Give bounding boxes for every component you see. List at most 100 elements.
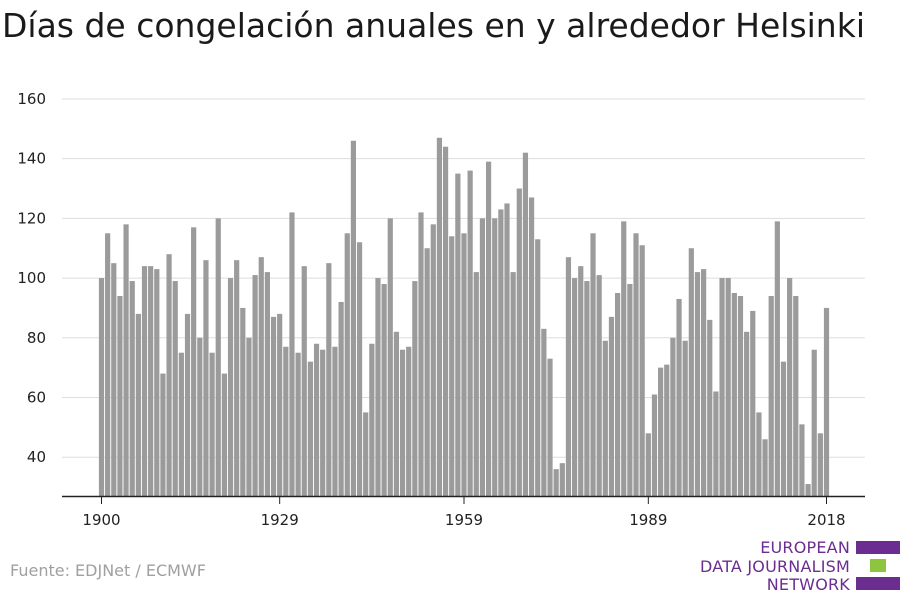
bar-2009	[768, 295, 774, 496]
source-note: Fuente: EDJNet / ECMWF	[10, 561, 206, 580]
bar-2005	[744, 331, 750, 496]
bar-1978	[578, 266, 584, 496]
bar-1986	[627, 284, 633, 496]
bar-1934	[307, 361, 313, 496]
bar-1980	[590, 233, 596, 497]
bar-1971	[535, 239, 541, 496]
bar-1995	[682, 340, 688, 496]
bar-2011	[780, 361, 787, 496]
bar-1946	[381, 284, 387, 496]
bar-1901	[105, 233, 111, 497]
bar-1905	[129, 281, 135, 496]
bar-1944	[369, 343, 375, 496]
bar-1993	[670, 337, 676, 496]
bar-1954	[430, 224, 436, 496]
bar-1943	[363, 412, 369, 496]
bar-1979	[584, 281, 590, 496]
bar-1998	[701, 269, 707, 496]
bar-1973	[547, 358, 553, 496]
bar-1913	[178, 352, 184, 496]
bar-2018	[823, 307, 830, 496]
bar-1937	[326, 263, 332, 496]
chart-title: Días de congelación anuales en y alreded…	[2, 6, 865, 45]
bar-1928	[270, 316, 277, 496]
bar-1961	[473, 272, 479, 496]
bar-1982	[602, 340, 608, 496]
bar-1933	[301, 266, 307, 496]
bar-1939	[338, 301, 344, 496]
edjnet-logo: EUROPEAN DATA JOURNALISM NETWORK	[700, 538, 900, 594]
bar-1981	[596, 275, 602, 496]
logo-bar-purple-top	[856, 541, 900, 554]
bar-1997	[694, 272, 701, 496]
y-tick-label: 60	[27, 388, 46, 406]
bar-1965	[498, 209, 504, 496]
y-tick-label: 120	[17, 209, 46, 227]
bar-1936	[320, 349, 326, 496]
bar-1960	[467, 170, 473, 496]
bar-2015	[805, 484, 811, 496]
bar-1924	[246, 337, 252, 496]
bar-1963	[485, 161, 492, 496]
bar-1911	[166, 254, 172, 496]
bar-1932	[295, 352, 301, 496]
bar-2008	[762, 439, 768, 496]
x-tick-label: 2018	[807, 511, 845, 529]
bar-1975	[559, 463, 565, 496]
bar-1921	[227, 278, 234, 496]
bar-1914	[184, 313, 191, 496]
bar-1974	[553, 469, 559, 496]
x-tick-label: 1900	[82, 511, 120, 529]
bar-2014	[799, 424, 805, 496]
bar-1962	[479, 218, 486, 496]
bar-2001	[719, 278, 725, 496]
bars	[98, 137, 830, 497]
logo-line-2: DATA JOURNALISM	[700, 557, 850, 576]
bar-1953	[424, 248, 430, 496]
bar-1989	[645, 433, 651, 496]
bar-1992	[664, 364, 670, 496]
bar-2010	[774, 221, 780, 496]
bar-1912	[172, 281, 178, 496]
bar-1970	[528, 197, 535, 496]
bar-1931	[289, 212, 295, 496]
bar-1984	[615, 293, 621, 496]
bar-1900	[98, 278, 105, 496]
bar-1942	[356, 242, 363, 496]
bar-2004	[737, 295, 744, 496]
bar-1967	[510, 272, 516, 496]
bar-1926	[258, 257, 264, 496]
bar-2007	[756, 412, 762, 496]
bar-1948	[393, 331, 400, 496]
bar-1952	[418, 212, 424, 496]
bar-1955	[436, 137, 443, 496]
bar-1940	[344, 233, 350, 497]
bar-1907	[141, 266, 148, 496]
logo-bar-green	[870, 559, 886, 572]
bar-1988	[639, 245, 645, 496]
logo-line-3: NETWORK	[766, 575, 850, 594]
bar-1949	[399, 349, 406, 496]
bar-2017	[817, 433, 823, 496]
bar-1958	[455, 173, 461, 496]
bar-1941	[350, 140, 357, 496]
bar-1918	[209, 352, 215, 496]
bar-2000	[713, 391, 719, 496]
bar-2006	[750, 310, 756, 496]
bar-1985	[621, 221, 627, 496]
logo-bar-purple-bottom	[856, 577, 900, 590]
bar-1938	[332, 346, 338, 496]
bar-1968	[516, 188, 522, 496]
bar-1916	[197, 337, 203, 496]
x-tick-label: 1959	[445, 511, 483, 529]
y-tick-label: 160	[17, 90, 46, 108]
bar-1956	[442, 146, 449, 496]
bar-1935	[313, 343, 320, 496]
x-tick-label: 1989	[629, 511, 667, 529]
bar-1996	[688, 248, 694, 496]
bar-1925	[252, 275, 258, 496]
bar-2016	[811, 349, 817, 496]
bar-1909	[154, 269, 160, 496]
bar-1929	[277, 313, 283, 496]
bar-2002	[725, 278, 731, 496]
